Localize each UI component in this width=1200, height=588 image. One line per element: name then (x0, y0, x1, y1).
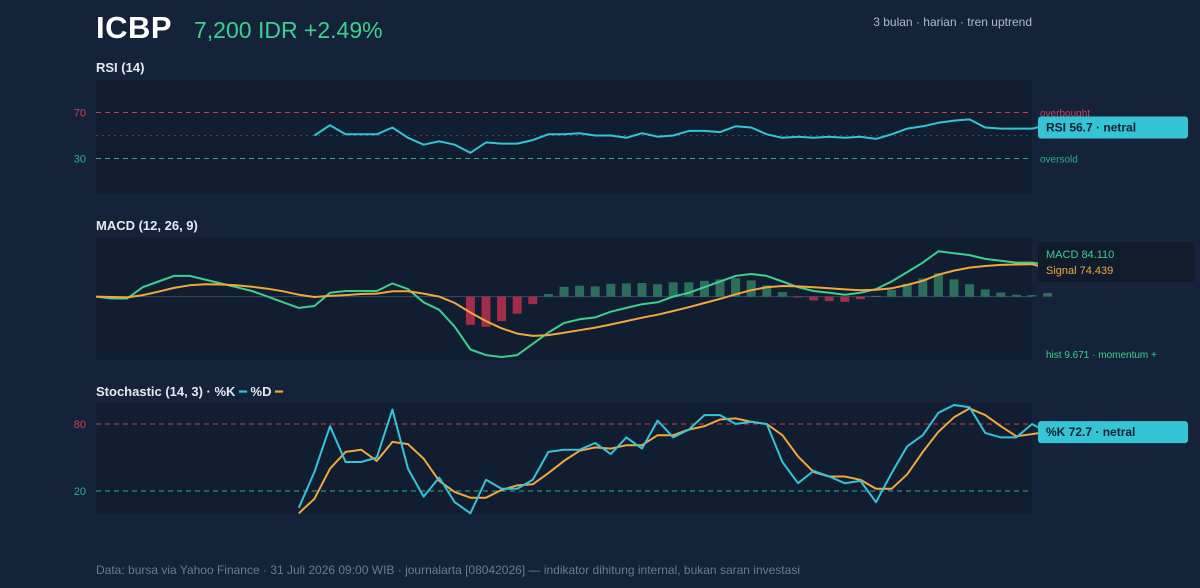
macd-hist-bar (590, 286, 600, 297)
macd-hist-bar (965, 284, 975, 297)
d-legend-swatch: ━ (274, 384, 283, 399)
macd-histogram (465, 273, 1053, 327)
macd-hist-bar (575, 285, 585, 297)
stoch-value-badge-text: %K 72.7 · netral (1046, 425, 1135, 439)
rsi-plot-area (96, 80, 1032, 193)
macd-hist-bar (731, 278, 741, 297)
macd-hist-bar (871, 295, 881, 297)
macd-hist-bar (887, 289, 897, 297)
macd-hist-bar (949, 279, 959, 297)
stoch-tick-20: 20 (74, 486, 86, 498)
macd-hist-bar (809, 296, 819, 301)
macd-hist-bar (980, 289, 990, 297)
k-legend-swatch: ━ (238, 384, 250, 399)
macd-hist-bar (996, 292, 1006, 297)
macd-hist-bar (793, 296, 803, 298)
macd-hist-bar (465, 296, 475, 325)
stoch-tick-80: 80 (74, 419, 86, 431)
stoch-d-line (298, 407, 1048, 515)
chart-meta: 3 bulan · harian · tren uptrend (873, 15, 1032, 29)
macd-hist-bar (621, 283, 631, 297)
macd-hist-bar (1011, 294, 1021, 297)
macd-hist-bar (497, 296, 507, 322)
rsi-tick-70: 70 (74, 108, 86, 120)
macd-hist-bar (902, 283, 912, 297)
rsi-oversold-label: oversold (1040, 155, 1078, 166)
rsi-series-line (313, 118, 1064, 154)
macd-hist-bar (606, 283, 616, 297)
macd-hist-bar (528, 296, 538, 305)
macd-hist-bar (1027, 295, 1037, 297)
stoch-k-line (297, 404, 1049, 515)
rsi-tick-30: 30 (74, 154, 86, 166)
macd-value-box (1038, 242, 1194, 282)
rsi-value-badge-text: RSI 56.7 · netral (1046, 120, 1136, 134)
macd-hist-bar (481, 296, 491, 327)
stochastic-title: Stochastic (14, 3) · %K ━ %D ━ (96, 384, 283, 399)
d-legend-label: %D (251, 384, 272, 399)
macd-hist-bar (543, 294, 553, 297)
stochastic-panel: Stochastic (14, 3) · %K ━ %D ━ 80 20 %K … (74, 384, 1188, 515)
macd-hist-bar (684, 282, 694, 297)
stochastic-plot-area (96, 403, 1032, 513)
stoch-value-badge (1038, 421, 1188, 444)
macd-value-label: MACD 84.110 (1046, 249, 1114, 261)
macd-hist-bar (824, 296, 834, 302)
macd-hist-bar (653, 284, 663, 297)
macd-hist-bar (762, 285, 772, 297)
signal-value-label: Signal 74.439 (1046, 265, 1113, 277)
macd-hist-bar (1043, 293, 1053, 297)
macd-hist-bar (777, 292, 787, 297)
signal-series-line (95, 263, 1048, 337)
macd-hist-bar (637, 283, 647, 297)
macd-hist-bar (855, 296, 865, 300)
rsi-overbought-label: overbought (1040, 109, 1090, 120)
rsi-panel: RSI (14) 70 30 overbought oversold RSI 5… (74, 60, 1188, 193)
macd-hist-bar (933, 273, 943, 297)
hist-value-label: hist 9.671 · momentum + (1046, 350, 1157, 361)
macd-hist-bar (699, 280, 709, 297)
rsi-value-badge (1038, 116, 1188, 139)
macd-series-line (95, 250, 1048, 358)
price-change: 7,200 IDR +2.49% (194, 17, 383, 43)
macd-title: MACD (12, 26, 9) (96, 218, 198, 233)
macd-hist-bar (512, 296, 522, 314)
macd-hist-bar (668, 282, 678, 297)
ticker-symbol: ICBP (96, 10, 173, 45)
macd-plot-area (96, 237, 1032, 360)
footer-source: Data: bursa via Yahoo Finance · 31 Juli … (96, 563, 800, 577)
macd-hist-bar (918, 278, 928, 297)
macd-hist-bar (715, 279, 725, 297)
macd-hist-bar (746, 280, 756, 297)
macd-hist-bar (559, 286, 569, 297)
stochastic-title-text: Stochastic (14, 3) · %K (96, 384, 236, 399)
macd-panel: MACD (12, 26, 9) MACD 84.110 Signal 74.4… (95, 218, 1194, 361)
rsi-title: RSI (14) (96, 60, 144, 75)
macd-hist-bar (840, 296, 850, 302)
